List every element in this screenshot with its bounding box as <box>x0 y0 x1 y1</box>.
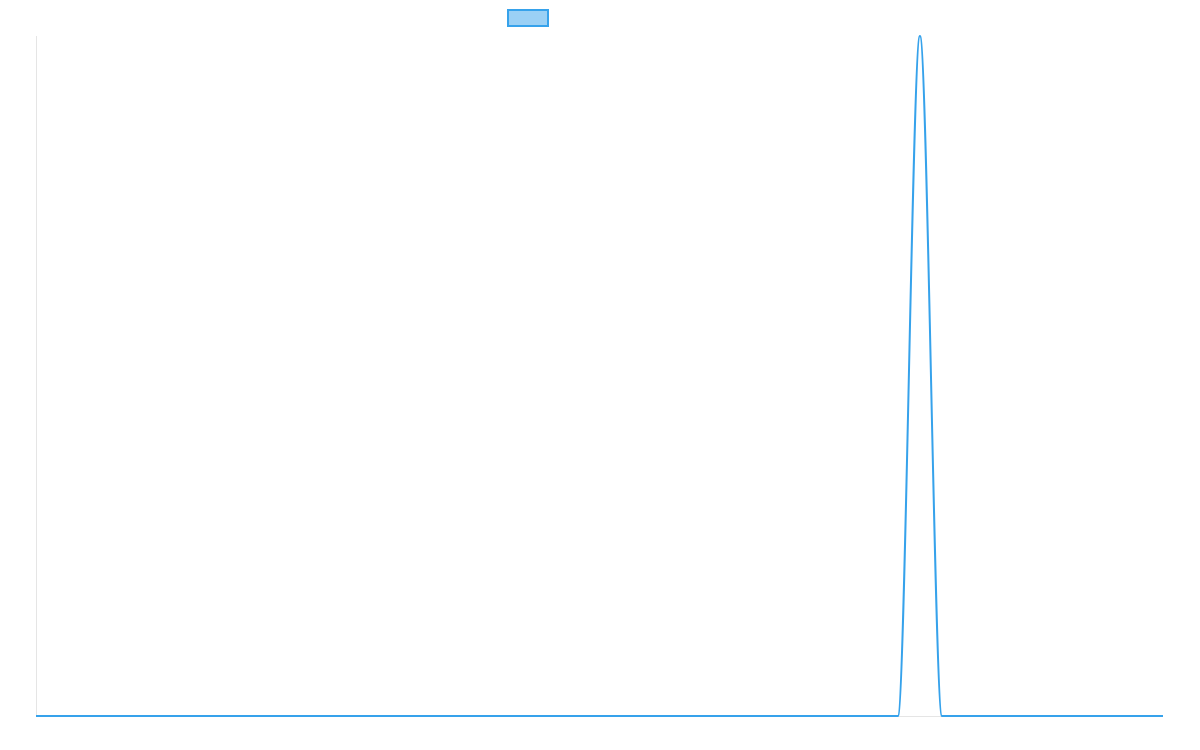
series-layer <box>36 35 1163 717</box>
legend[interactable] <box>507 9 549 27</box>
series-line-0[interactable] <box>36 35 1163 717</box>
legend-swatch[interactable] <box>507 9 549 27</box>
